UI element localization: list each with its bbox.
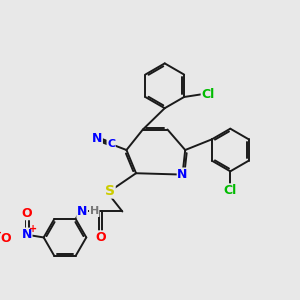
Text: N: N [177,168,188,181]
Text: O: O [21,207,32,220]
Text: C: C [107,139,115,149]
Text: -: - [0,228,1,238]
Text: +: + [29,224,37,234]
Text: Cl: Cl [201,88,214,101]
Text: O: O [95,231,106,244]
Text: O: O [0,232,11,245]
Text: N: N [77,205,87,218]
Text: Cl: Cl [224,184,237,197]
Text: H: H [90,206,99,217]
Text: S: S [105,184,115,198]
Text: N: N [92,132,102,145]
Text: N: N [22,228,32,241]
